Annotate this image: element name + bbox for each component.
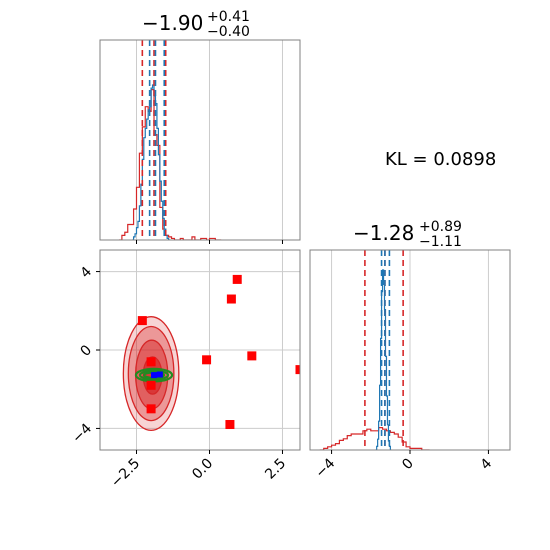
marker-red-square	[146, 404, 156, 414]
histogram-p1-red	[118, 89, 222, 240]
panel2-data	[122, 274, 300, 432]
tick-label-x1: 2.5	[262, 456, 289, 483]
histogram-p2-blue	[375, 269, 392, 450]
tick-label-x1: −2.5	[108, 456, 143, 491]
marker-red-square	[232, 274, 242, 284]
param2-title-lower: −1.11	[419, 234, 462, 250]
param1-title-upper: +0.41	[207, 9, 250, 25]
param2-title-upper: +0.89	[419, 219, 462, 235]
marker-red-square	[146, 357, 156, 367]
histogram-p1-blue	[132, 84, 171, 240]
marker-red-square	[225, 420, 235, 430]
marker-blue	[151, 372, 158, 379]
param1-title-lower: −0.40	[207, 24, 250, 40]
grid-layer	[100, 40, 489, 450]
marker-red-square	[146, 380, 156, 390]
tick-label-x1: 0.0	[189, 456, 216, 483]
tick-label-y2: 0	[78, 342, 96, 360]
marker-red-square	[247, 351, 257, 361]
histogram-p2-red	[319, 427, 430, 450]
marker-blue	[156, 371, 163, 378]
panel3-data	[319, 250, 430, 450]
marker-red-square	[202, 355, 212, 365]
param2-title-median: −1.28	[353, 221, 414, 245]
panel-frame-1	[99, 39, 301, 241]
marker-red-square	[226, 294, 236, 304]
tick-label-y2: −4	[69, 421, 95, 447]
marker-red-square	[137, 316, 147, 326]
data-layer	[118, 40, 430, 450]
tick-label-x2: 4	[478, 455, 496, 473]
marker-red-square	[295, 365, 300, 375]
tick-label-y2: 4	[78, 264, 96, 282]
contour-green-1	[138, 369, 170, 381]
tick-label-x2: −4	[312, 455, 338, 481]
kl-label: KL = 0.0898	[385, 149, 496, 170]
param1-title-median: −1.90	[142, 11, 203, 35]
panel1-data	[118, 40, 222, 240]
tick-label-x2: 0	[399, 456, 417, 474]
